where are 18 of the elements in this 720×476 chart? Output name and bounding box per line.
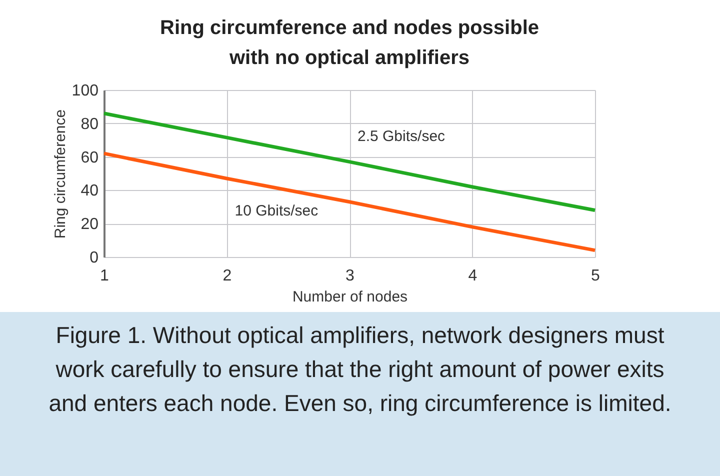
x-tick-label: 5 (591, 268, 600, 284)
y-tick-label: 20 (80, 216, 99, 234)
y-tick-label: 80 (80, 116, 99, 133)
x-tick-label: 4 (468, 268, 478, 284)
series-label: 2.5 Gbits/sec (358, 128, 446, 145)
caption: Figure 1. Without optical amplifiers, network designers must work carefully to ensure that the right amount of power exits and enters each node. Even so, ring circumference is limited. (0, 312, 720, 476)
chart-title: Ring circumference and nodes possible with no optical amplifiers (160, 17, 539, 69)
x-tick-label: 1 (100, 268, 110, 284)
y-tick-label: 40 (80, 182, 99, 200)
y-tick-label: 100 (72, 82, 99, 100)
line-series (102, 152, 597, 252)
series-label: 10 Gbits/sec (234, 202, 319, 220)
y-axis-title: Ring circumference (52, 109, 69, 239)
x-tick-label: 2 (222, 268, 232, 284)
x-tick-label: 3 (346, 268, 355, 284)
y-tick-label: 60 (80, 149, 99, 166)
x-axis-title: Number of nodes (292, 288, 408, 306)
y-tick-label: 0 (90, 250, 99, 266)
